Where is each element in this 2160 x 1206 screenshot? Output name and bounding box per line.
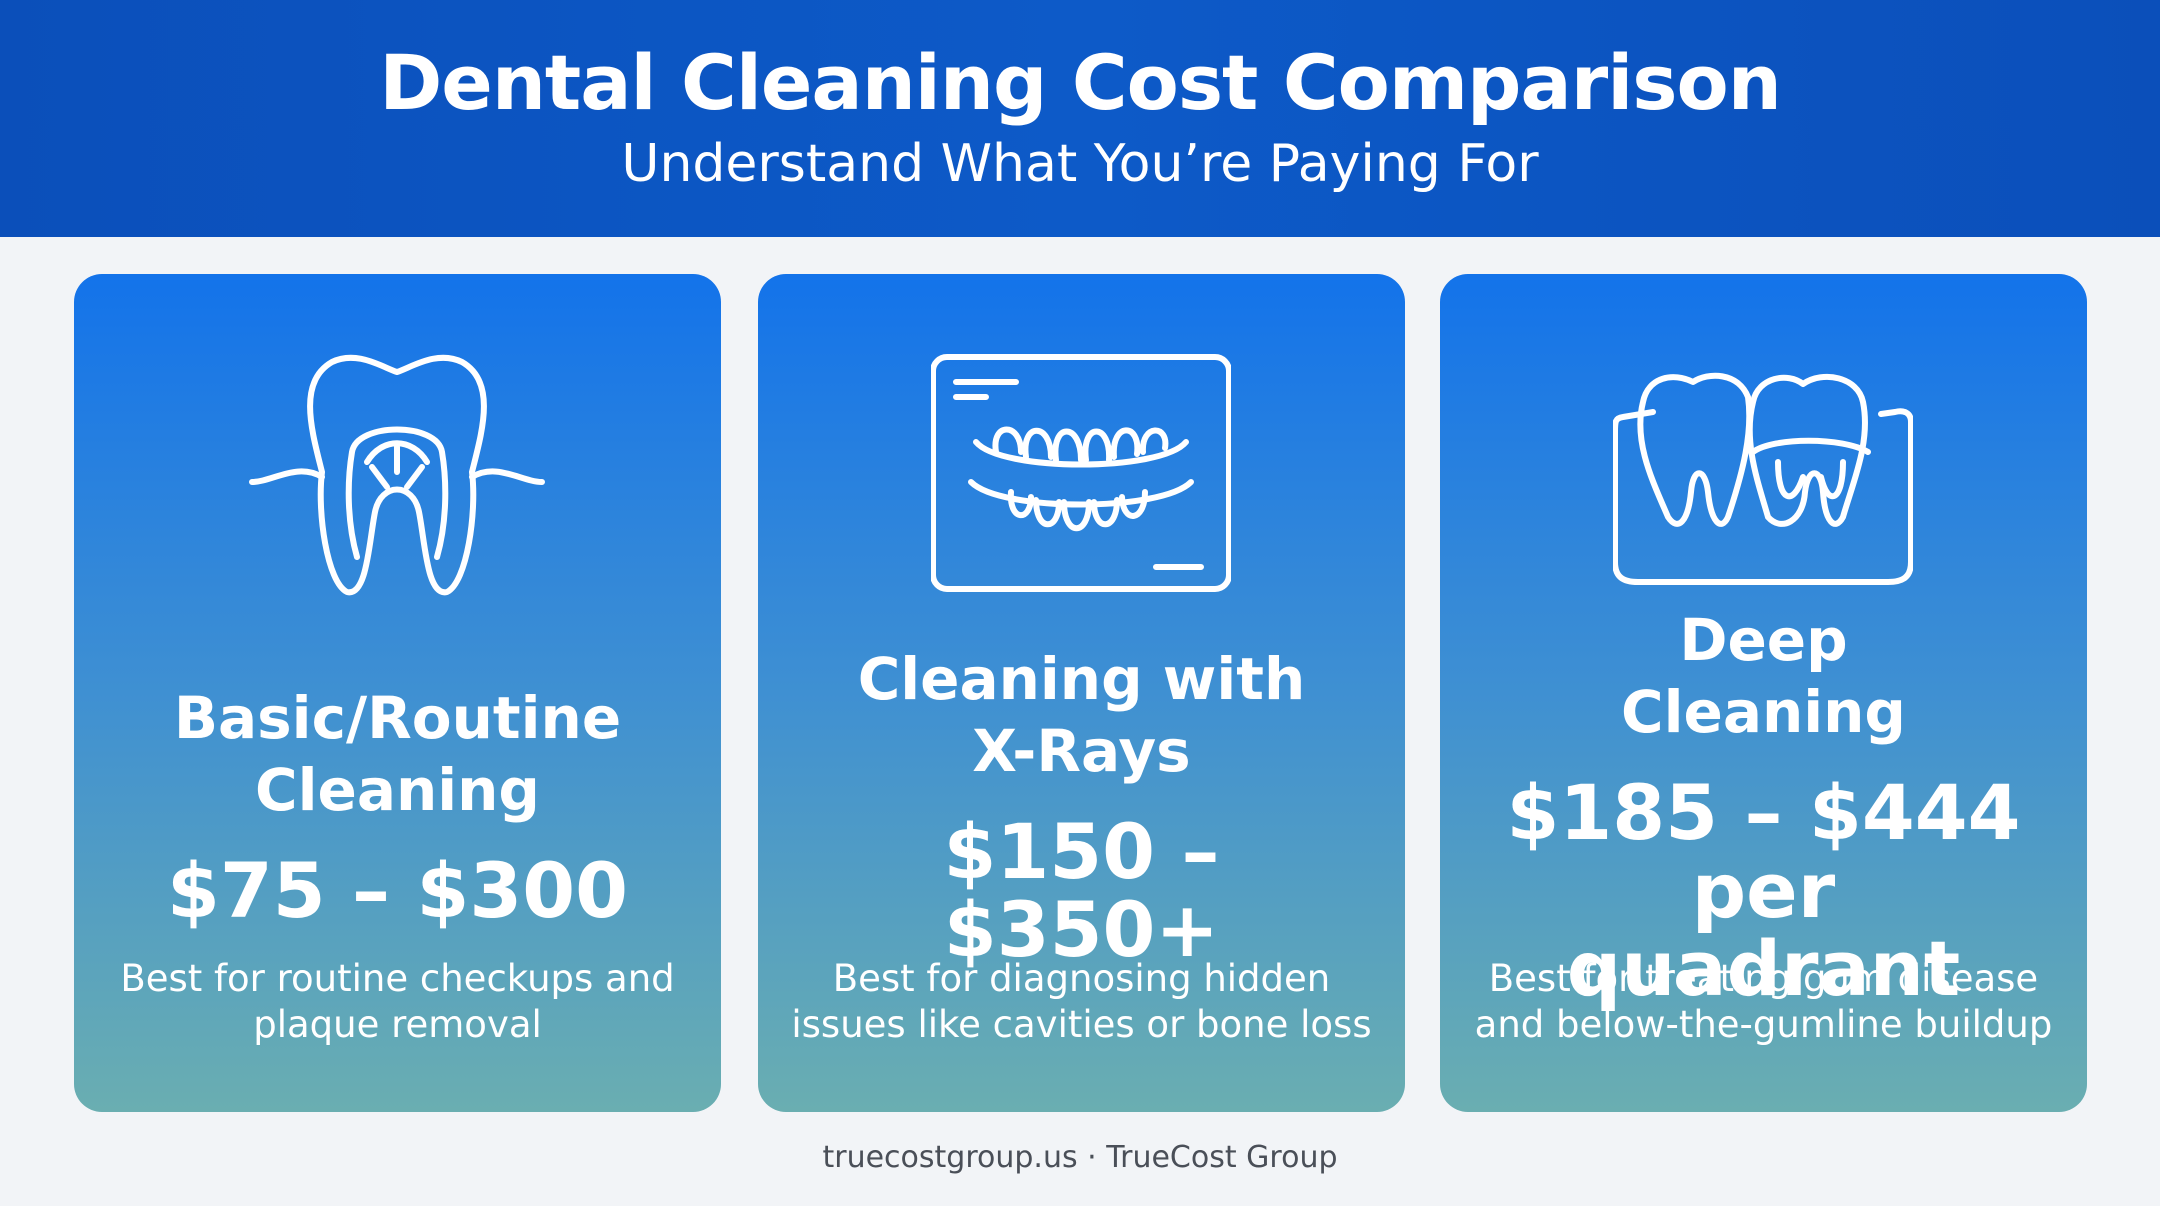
card-title: Basic/Routine Cleaning [173, 684, 622, 824]
card: Basic/Routine Cleaning $75 – $300 Best f… [74, 274, 721, 1112]
subtitle: Understand What You’re Paying For [621, 134, 1539, 194]
xray-icon [931, 354, 1231, 592]
card: Cleaning with X-Rays $150 – $350+ Best f… [758, 274, 1405, 1112]
title: Dental Cleaning Cost Comparison [379, 38, 1782, 127]
card-description: Best for treating gum disease and below-… [1474, 957, 2053, 1046]
card-description: Best for diagnosing hidden issues like c… [791, 957, 1372, 1046]
card-price: $150 – $350+ [943, 807, 1220, 974]
card-title: Deep Cleaning [1621, 606, 1906, 746]
card-body: Cleaning with X-Rays $150 – $350+ [788, 645, 1375, 974]
header: Dental Cleaning Cost Comparison Understa… [0, 0, 2160, 237]
card-price: $75 – $300 [166, 846, 629, 935]
gums-icon [1613, 372, 1913, 585]
card-price: $185 – $444 per quadrant [1506, 768, 2021, 1013]
card-body: Deep Cleaning $185 – $444 per quadrant [1470, 606, 2057, 1008]
card-body: Basic/Routine Cleaning $75 – $300 [104, 646, 691, 966]
card: Deep Cleaning $185 – $444 per quadrant B… [1440, 274, 2087, 1112]
tooth-icon [249, 354, 545, 596]
footer: truecostgroup.us · TrueCost Group [822, 1140, 1338, 1175]
card-description: Best for routine checkups and plaque rem… [120, 957, 675, 1046]
card-title: Cleaning with X-Rays [857, 645, 1306, 785]
